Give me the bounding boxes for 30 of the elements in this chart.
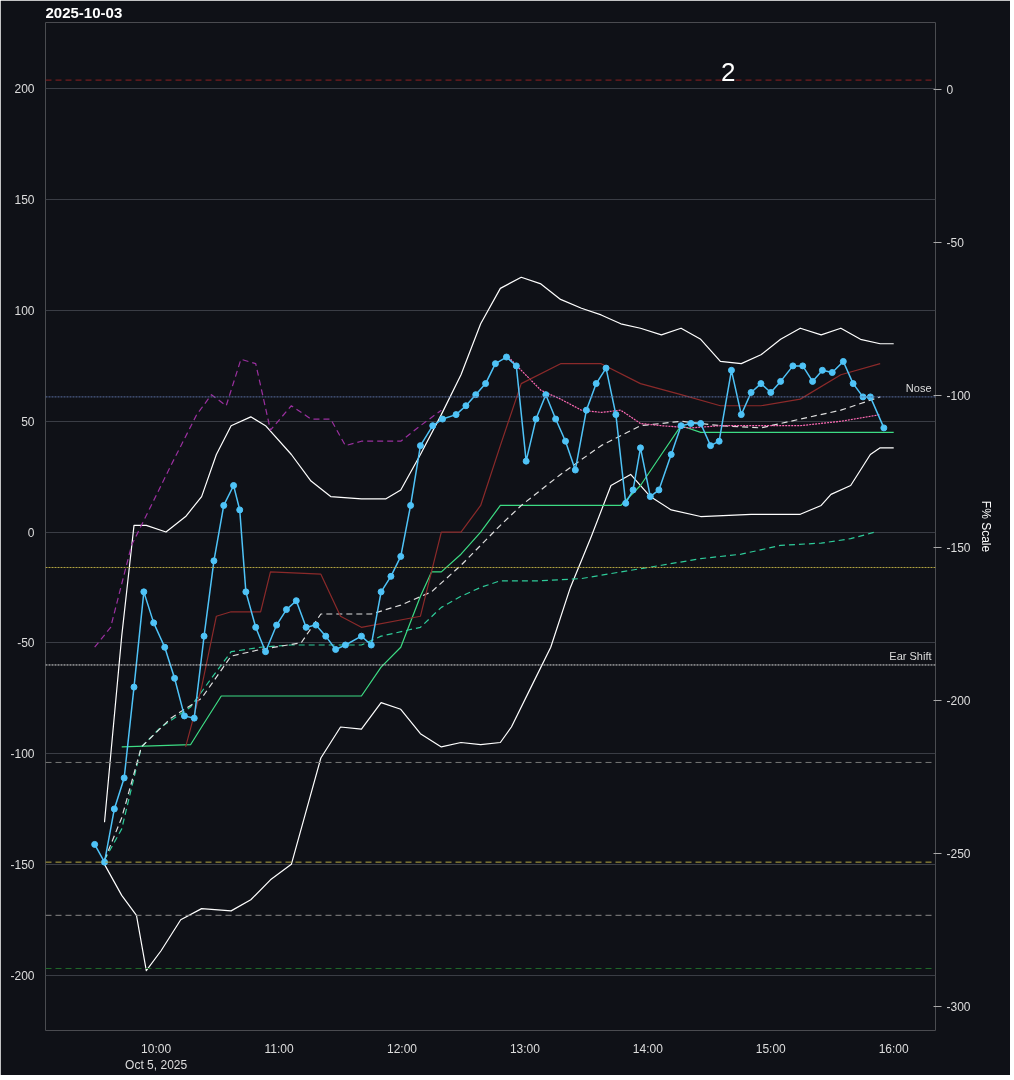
y2-tick-label: -100 xyxy=(946,388,971,403)
annotation: 2 xyxy=(721,56,736,87)
y-tick-label: 150 xyxy=(14,193,35,208)
y2-tick-label: -250 xyxy=(946,846,971,861)
y-tick-label: -150 xyxy=(10,857,35,872)
y2-tick-label: -150 xyxy=(946,541,971,556)
x-tick-label: 15:00 xyxy=(755,1041,787,1056)
x-tick-label: 10:00 Oct 5, 2025 xyxy=(125,1041,188,1073)
y2-axis-title: F% Scale xyxy=(978,500,993,553)
x-tick-label: 11:00 xyxy=(264,1041,294,1056)
y-tick-label: 0 xyxy=(27,525,35,540)
x-tick-label: 16:00 xyxy=(878,1041,910,1056)
x-tick-label: 12:00 xyxy=(386,1041,418,1056)
y-tick-label: -50 xyxy=(17,636,35,651)
y2-tick-label: 0 xyxy=(946,83,954,98)
y2-tick-label: -300 xyxy=(946,999,971,1014)
y-tick-label: -100 xyxy=(10,747,35,762)
y2-tick-label: -200 xyxy=(946,694,971,709)
line-series xyxy=(185,363,881,748)
y-tick-label: 100 xyxy=(14,304,35,318)
x-tick-label: 13:00 xyxy=(509,1041,541,1056)
y-tick-label: -200 xyxy=(10,968,35,983)
x-tick-label: 14:00 xyxy=(632,1041,664,1056)
y-tick-label: 50 xyxy=(21,414,35,429)
y-tick-label: 200 xyxy=(14,82,35,97)
y2-tick-label: -50 xyxy=(946,235,965,250)
chart-title: 2025-10-03 xyxy=(45,3,123,21)
ref-line-label: Nose xyxy=(905,381,932,394)
line-series xyxy=(94,358,442,648)
ref-line-label: Ear Shift xyxy=(889,649,932,662)
